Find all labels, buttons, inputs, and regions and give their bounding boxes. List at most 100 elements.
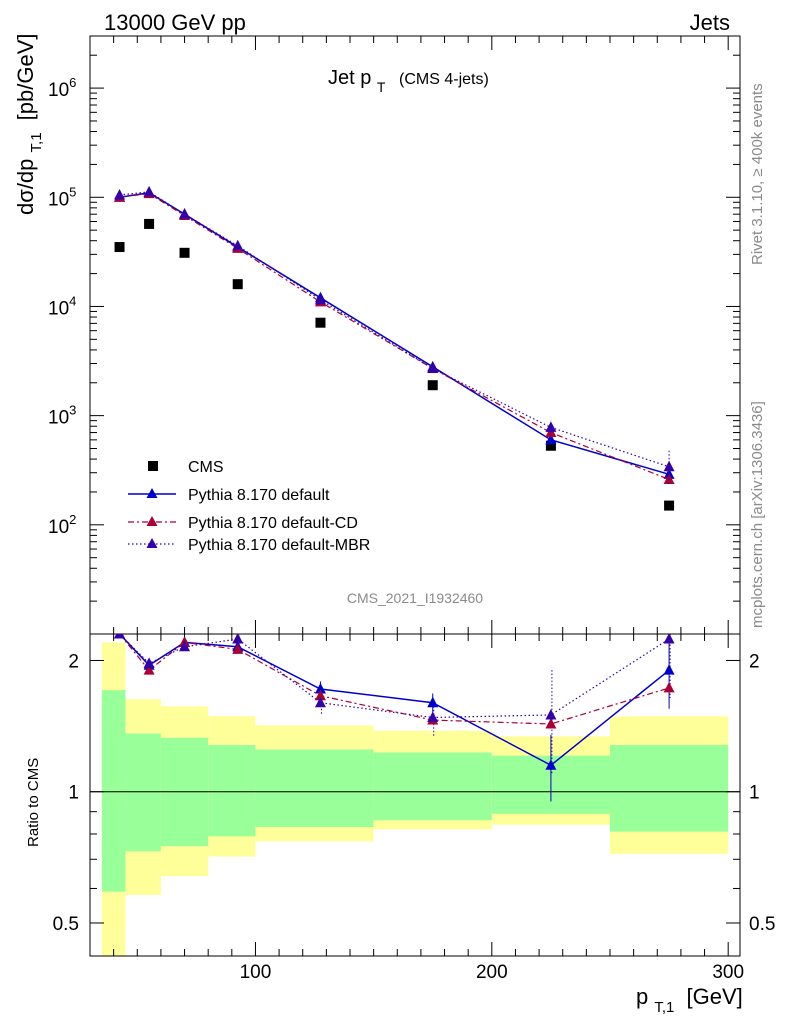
header-right: Jets bbox=[690, 10, 730, 35]
side-text-top: Rivet 3.1.10, ≥ 400k events bbox=[749, 83, 766, 265]
ratio-point-1 bbox=[663, 664, 675, 675]
ratio-point-3 bbox=[179, 640, 191, 652]
ratio-marks bbox=[114, 634, 675, 802]
ratio-panel-frame bbox=[89, 633, 741, 957]
ratio-point-3 bbox=[545, 708, 557, 720]
series-line-3 bbox=[119, 191, 670, 468]
x-axis-label: p T,1 [GeV] bbox=[636, 984, 743, 1017]
green-band-bin bbox=[101, 690, 126, 892]
ratio-point-2 bbox=[545, 717, 557, 729]
ratio-point-3 bbox=[663, 634, 675, 644]
cms-data-point bbox=[232, 279, 243, 290]
ratio-point-1 bbox=[545, 759, 557, 770]
legend-marker-cd bbox=[146, 516, 158, 526]
y-tick-label-exp: 5 bbox=[69, 184, 76, 199]
y-tick-label-exp: 3 bbox=[69, 403, 76, 418]
series-point-3 bbox=[143, 185, 155, 197]
y-tick-label: 105 bbox=[48, 184, 76, 210]
ratio-point-3 bbox=[114, 634, 126, 639]
cms-data-point bbox=[144, 218, 155, 229]
ratio-point-2 bbox=[232, 643, 244, 654]
chart-title-suffix: (CMS 4-jets) bbox=[399, 71, 489, 88]
y-tick-label-exp: 4 bbox=[69, 293, 76, 308]
green-band-bin bbox=[255, 749, 374, 828]
ratio-line-1 bbox=[119, 634, 670, 767]
side-text-bottom: mcplots.cern.ch [arXiv:1306.3436] bbox=[749, 401, 766, 628]
ratio-point-2 bbox=[314, 689, 326, 701]
ratio-y-tick-label-right: 1 bbox=[749, 783, 760, 804]
legend-marker-cms bbox=[148, 461, 158, 471]
chart-title: Jet p T (CMS 4-jets) bbox=[328, 67, 489, 97]
cms-data-point bbox=[427, 380, 438, 391]
ratio-y-tick-label-left: 0.5 bbox=[53, 914, 79, 935]
series-point-3 bbox=[314, 293, 326, 305]
y-tick-label: 106 bbox=[48, 75, 76, 101]
legend-label-cd: Pythia 8.170 default-CD bbox=[188, 515, 358, 532]
y-tick-label-exp: 2 bbox=[69, 512, 76, 527]
legend-label-cms: CMS bbox=[188, 459, 224, 476]
x-axis-label-unit: [GeV] bbox=[687, 984, 743, 1009]
ratio-y-tick-label-right: 2 bbox=[749, 651, 760, 672]
main-marks bbox=[114, 185, 675, 511]
cms-data-point bbox=[664, 500, 675, 511]
y-axis-label: dσ/dp T,1 [pb/GeV] bbox=[13, 33, 46, 215]
ratio-point-1 bbox=[427, 696, 439, 708]
legend-marker-mbr bbox=[146, 538, 158, 548]
y-tick-label-base: 10 bbox=[48, 189, 69, 210]
y-tick-label-exp: 6 bbox=[69, 75, 76, 90]
y-axis-label-sub: T,1 bbox=[28, 132, 45, 152]
ratio-y-tick-label-left: 1 bbox=[68, 783, 79, 804]
series-point-3 bbox=[427, 362, 439, 374]
y-tick-label: 103 bbox=[48, 403, 76, 429]
y-tick-label-base: 10 bbox=[48, 517, 69, 538]
ratio-y-axis-label: Ratio to CMS bbox=[25, 758, 42, 847]
y-tick-label: 102 bbox=[48, 512, 76, 538]
cms-data-point bbox=[315, 317, 326, 328]
uncertainty-bands bbox=[101, 642, 729, 956]
ratio-point-3 bbox=[314, 696, 326, 708]
ratio-point-3 bbox=[427, 711, 439, 722]
ratio-point-3 bbox=[143, 657, 155, 668]
y-tick-label-base: 10 bbox=[48, 298, 69, 319]
ratio-point-2 bbox=[663, 681, 675, 693]
ratio-point-3 bbox=[232, 634, 244, 644]
series-line-2 bbox=[119, 193, 670, 481]
data-marks bbox=[114, 185, 675, 802]
series-line-1 bbox=[119, 191, 670, 476]
x-tick-label: 100 bbox=[240, 962, 272, 983]
x-axis-label-sub: T,1 bbox=[654, 999, 674, 1016]
ratio-point-2 bbox=[143, 664, 155, 675]
ratio-line-3 bbox=[119, 634, 670, 719]
ratio-point-1 bbox=[314, 683, 326, 694]
cms-data-point bbox=[545, 440, 556, 451]
legend-label-default: Pythia 8.170 default bbox=[188, 487, 330, 504]
chart-title-main: Jet p bbox=[328, 67, 371, 89]
x-axis-label-main: p bbox=[636, 984, 648, 1009]
ratio-y-tick-label-right: 0.5 bbox=[749, 914, 775, 935]
green-band-bin bbox=[610, 744, 729, 832]
header-left: 13000 GeV pp bbox=[104, 10, 246, 35]
band-group bbox=[101, 642, 729, 956]
y-tick-label: 104 bbox=[48, 293, 76, 319]
legend-label-mbr: Pythia 8.170 default-MBR bbox=[188, 537, 370, 554]
series-point-3 bbox=[114, 188, 126, 200]
ratio-line-2 bbox=[119, 634, 670, 725]
y-axis-label-unit: [pb/GeV] bbox=[13, 33, 38, 120]
chart-title-sub: T bbox=[377, 79, 386, 95]
cms-data-point bbox=[179, 247, 190, 258]
series-point-3 bbox=[179, 208, 191, 219]
ratio-y-tick-label-left: 2 bbox=[68, 651, 79, 672]
cms-data-point bbox=[114, 242, 125, 253]
x-tick-label: 300 bbox=[712, 962, 744, 983]
y-tick-label-base: 10 bbox=[48, 408, 69, 429]
y-tick-label-base: 10 bbox=[48, 80, 69, 101]
analysis-id: CMS_2021_I1932460 bbox=[347, 590, 483, 606]
series-point-3 bbox=[232, 239, 244, 251]
series-point-1 bbox=[545, 433, 557, 445]
green-band-bin bbox=[125, 733, 161, 852]
green-band-bin bbox=[373, 752, 492, 821]
legend: CMS Pythia 8.170 default Pythia 8.170 de… bbox=[128, 459, 370, 554]
y-axis-label-main: dσ/dp bbox=[13, 159, 38, 215]
